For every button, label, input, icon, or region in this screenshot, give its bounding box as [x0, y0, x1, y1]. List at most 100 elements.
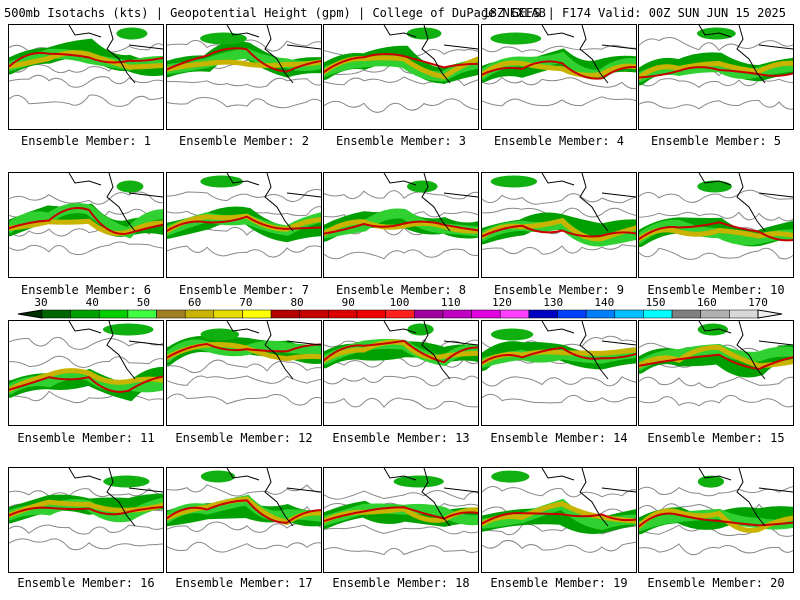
ensemble-panel-1	[8, 24, 164, 130]
jet-stream-map	[482, 468, 636, 553]
ensemble-panel-15	[638, 320, 794, 426]
isotach-band	[324, 506, 478, 522]
jet-stream-map	[9, 468, 163, 551]
panel-caption: Ensemble Member: 18	[332, 576, 470, 590]
colorbar-swatch	[41, 309, 71, 319]
panel-caption: Ensemble Member: 10	[647, 283, 785, 297]
isotach-band	[167, 47, 321, 73]
colorbar-swatch	[385, 309, 415, 319]
jet-stream-map	[324, 173, 478, 260]
isotach-patch	[407, 180, 438, 193]
ensemble-panel-3	[323, 24, 479, 130]
isotach-patch	[490, 32, 542, 45]
isotach-patch	[103, 475, 150, 488]
colorbar-swatch	[471, 309, 501, 319]
colorbar-swatch	[442, 309, 472, 319]
colorbar-swatch	[729, 309, 759, 319]
panel-caption: Ensemble Member: 20	[647, 576, 785, 590]
colorbar-graphic	[17, 309, 783, 319]
isotach-patch	[697, 475, 724, 488]
isotach-band	[482, 217, 636, 242]
isotach-band	[9, 506, 163, 517]
isotach-band	[639, 66, 793, 79]
colorbar-swatch	[557, 309, 587, 319]
isotach-band	[9, 48, 163, 72]
height-contour	[639, 37, 793, 52]
height-contour	[324, 190, 478, 200]
isotach-band	[482, 512, 636, 525]
height-contour	[167, 541, 321, 553]
ensemble-panel-16	[8, 467, 164, 573]
header-title: 500mb Isotachs (kts) | Geopotential Heig…	[4, 6, 546, 20]
coastline	[383, 173, 478, 232]
height-contour	[639, 376, 793, 389]
coastline	[383, 468, 478, 527]
panel-caption: Ensemble Member: 4	[493, 134, 625, 148]
colorbar-swatch	[70, 309, 100, 319]
height-contour	[482, 76, 636, 90]
colorbar-swatch	[356, 309, 386, 319]
isotach-colorbar: 30 40 50 60 70 80 90 100 110 120 130 140 150 160 170	[14, 296, 786, 320]
colorbar-swatch	[614, 309, 644, 319]
jet-stream-map	[639, 173, 793, 260]
isotach-band	[639, 353, 793, 371]
colorbar-tick-label: 140	[594, 296, 615, 309]
isotach-band	[639, 221, 793, 242]
colorbar-swatch	[700, 309, 730, 319]
ensemble-panel-2	[166, 24, 322, 130]
panel-caption: Ensemble Member: 8	[335, 283, 467, 297]
coastline	[68, 321, 163, 380]
isotach-patch	[116, 180, 144, 193]
jet-stream-map	[167, 25, 321, 109]
colorbar-swatch	[156, 309, 186, 319]
height-contour	[9, 241, 163, 256]
isotach-patch	[393, 475, 444, 488]
colorbar-swatch	[671, 309, 701, 319]
isotach-patch	[697, 180, 732, 193]
height-contour	[9, 355, 163, 368]
height-contour	[482, 486, 636, 498]
colorbar-tick-label: 50	[136, 296, 151, 309]
height-contour	[482, 376, 636, 387]
isotach-patch	[200, 32, 247, 45]
jet-stream-map	[167, 321, 321, 406]
ensemble-panel-11	[8, 320, 164, 426]
isotach-patch	[491, 470, 530, 483]
ensemble-panel-7	[166, 172, 322, 278]
coastline	[68, 468, 163, 527]
coastline	[226, 173, 321, 232]
colorbar-tick-label: 90	[341, 296, 355, 309]
jet-stream-map	[167, 173, 321, 258]
isotach-band	[167, 215, 321, 232]
coastline	[68, 25, 163, 84]
ensemble-panel-18	[323, 467, 479, 573]
colorbar-tick-label: 80	[290, 296, 304, 309]
isotach-patch	[116, 27, 148, 40]
isotach-band	[167, 499, 321, 524]
height-contour	[639, 394, 793, 408]
colorbar-swatch	[242, 309, 272, 319]
isotach-patch	[102, 323, 154, 336]
height-contour	[482, 393, 636, 404]
panel-caption: Ensemble Member: 15	[647, 431, 785, 445]
isotach-patch	[490, 328, 534, 341]
panel-caption: Ensemble Member: 13	[332, 431, 470, 445]
height-contour	[324, 248, 478, 260]
panel-caption: Ensemble Member: 2	[178, 134, 310, 148]
isotach-band	[482, 346, 636, 364]
ensemble-panel-17	[166, 467, 322, 573]
jet-stream-map	[482, 173, 636, 255]
height-contour	[482, 207, 636, 218]
ensemble-panel-4	[481, 24, 637, 130]
jet-stream-map	[9, 173, 163, 256]
panel-caption: Ensemble Member: 1	[20, 134, 152, 148]
isotach-band	[324, 53, 478, 73]
colorbar-tick-label: 120	[491, 296, 512, 309]
isotach-band	[324, 339, 478, 364]
jet-stream-map	[639, 468, 793, 556]
jet-stream-map	[324, 25, 478, 113]
colorbar-tick-label: 160	[696, 296, 717, 309]
isotach-band	[482, 60, 636, 78]
height-contour	[324, 356, 478, 368]
colorbar-tick-label: 40	[85, 296, 99, 309]
